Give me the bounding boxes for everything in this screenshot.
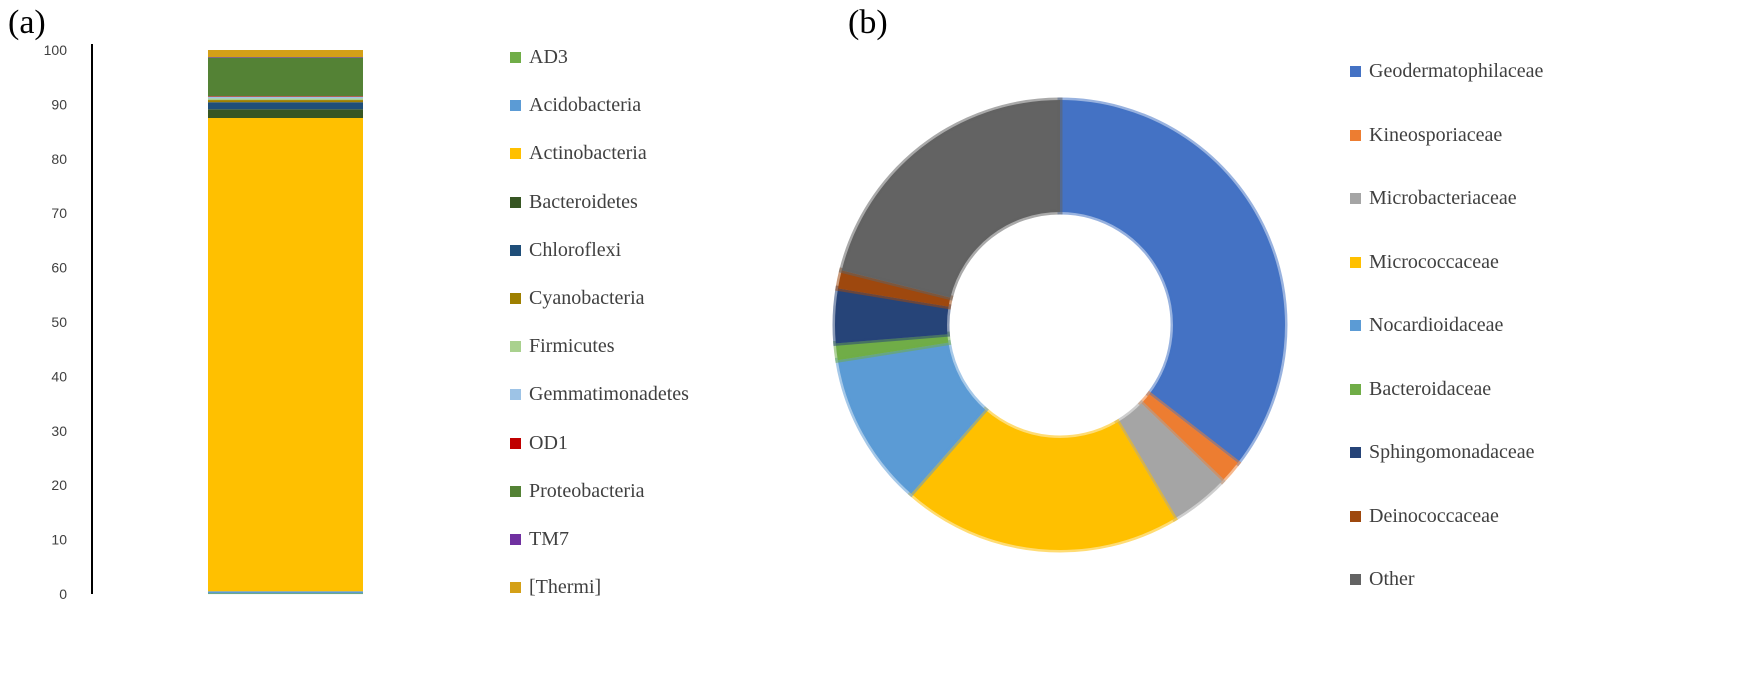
legend-item: Chloroflexi bbox=[510, 239, 621, 262]
legend-item: [Thermi] bbox=[510, 576, 601, 599]
y-tick-label: 20 bbox=[51, 477, 67, 493]
legend-label: Micrococcaceae bbox=[1369, 250, 1499, 273]
legend-label: Sphingomonadaceae bbox=[1369, 441, 1535, 463]
legend-item: Firmicutes bbox=[510, 335, 615, 358]
legend-item: Cyanobacteria bbox=[510, 287, 645, 310]
panel-b-label: (b) bbox=[848, 4, 888, 41]
legend-label: TM7 bbox=[529, 528, 569, 550]
legend-item: Deinococcaceae bbox=[1350, 505, 1499, 528]
legend-label: Proteobacteria bbox=[529, 479, 645, 502]
y-tick-label: 50 bbox=[51, 314, 67, 330]
legend-label: Bacteroidetes bbox=[529, 190, 638, 213]
bar-segment bbox=[208, 102, 363, 110]
legend-swatch bbox=[510, 100, 521, 112]
legend-swatch bbox=[510, 582, 521, 594]
legend-item: Acidobacteria bbox=[510, 94, 641, 117]
bar-segment bbox=[208, 98, 363, 101]
legend-swatch bbox=[1350, 574, 1361, 585]
legend-item: Bacteroidaceae bbox=[1350, 378, 1491, 401]
legend-item: OD1 bbox=[510, 432, 568, 455]
y-tick-label: 60 bbox=[51, 260, 67, 276]
legend-label: Gemmatimonadetes bbox=[529, 383, 689, 406]
legend-swatch bbox=[1350, 129, 1361, 141]
legend-item: Kineosporiaceae bbox=[1350, 124, 1502, 147]
legend-label: AD3 bbox=[529, 46, 568, 68]
legend-label: Cyanobacteria bbox=[529, 287, 645, 309]
legend-label: Microbacteriaceae bbox=[1369, 187, 1517, 209]
legend-swatch bbox=[510, 52, 521, 63]
legend-swatch bbox=[510, 244, 521, 256]
legend-swatch bbox=[510, 437, 521, 449]
legend-swatch bbox=[510, 196, 521, 208]
legend-swatch bbox=[1350, 66, 1361, 77]
legend-item: Geodermatophilaceae bbox=[1350, 60, 1543, 83]
y-tick-label: 0 bbox=[59, 586, 67, 602]
legend-label: Bacteroidaceae bbox=[1369, 377, 1492, 400]
legend-swatch bbox=[1350, 193, 1361, 204]
legend-item: Sphingomonadaceae bbox=[1350, 441, 1535, 464]
y-tick-label: 30 bbox=[51, 423, 67, 439]
y-tick-label: 40 bbox=[51, 368, 67, 384]
bar-segment bbox=[208, 96, 363, 97]
donut-slice bbox=[907, 406, 1178, 553]
y-tick-label: 100 bbox=[44, 42, 68, 58]
bar-segment bbox=[208, 593, 363, 595]
legend-item: Proteobacteria bbox=[510, 480, 645, 503]
legend-swatch bbox=[510, 534, 521, 545]
legend-label: OD1 bbox=[529, 431, 568, 454]
legend-swatch bbox=[510, 148, 521, 160]
y-tick-label: 70 bbox=[51, 205, 67, 221]
legend-item: Actinobacteria bbox=[510, 142, 647, 165]
legend-item: Micrococcaceae bbox=[1350, 251, 1499, 274]
legend-swatch bbox=[1350, 256, 1361, 268]
y-tick-label: 80 bbox=[51, 151, 67, 167]
donut-chart bbox=[832, 97, 1288, 553]
legend-item: Microbacteriaceae bbox=[1350, 187, 1517, 210]
legend-swatch bbox=[510, 389, 521, 401]
legend-label: Chloroflexi bbox=[529, 238, 622, 261]
legend-label: [Thermi] bbox=[529, 576, 602, 599]
bar-segment bbox=[208, 100, 363, 103]
bar-segment bbox=[208, 57, 363, 58]
y-tick-label: 90 bbox=[51, 96, 67, 112]
legend-swatch bbox=[510, 293, 521, 304]
bar-segment bbox=[208, 118, 363, 592]
legend-label: Geodermatophilaceae bbox=[1369, 60, 1544, 82]
donut-slice bbox=[1057, 97, 1288, 467]
legend-label: Actinobacteria bbox=[529, 142, 647, 165]
legend-swatch bbox=[510, 485, 521, 497]
legend-label: Other bbox=[1369, 568, 1415, 590]
bar-segment bbox=[208, 591, 363, 594]
legend-label: Nocardioidaceae bbox=[1369, 314, 1504, 336]
legend-label: Kineosporiaceae bbox=[1369, 123, 1503, 146]
y-tick-label: 10 bbox=[51, 532, 67, 548]
legend-label: Firmicutes bbox=[529, 335, 615, 358]
legend-item: TM7 bbox=[510, 528, 569, 551]
legend-item: AD3 bbox=[510, 46, 568, 69]
legend-swatch bbox=[1350, 383, 1361, 395]
legend-label: Deinococcaceae bbox=[1369, 504, 1499, 527]
legend-swatch bbox=[1350, 320, 1361, 331]
legend-item: Bacteroidetes bbox=[510, 191, 638, 214]
legend-item: Gemmatimonadetes bbox=[510, 383, 689, 406]
legend-label: Acidobacteria bbox=[529, 94, 642, 117]
bar-segment bbox=[208, 96, 363, 99]
legend-item: Other bbox=[1350, 568, 1415, 591]
panel-a-label: (a) bbox=[8, 4, 46, 41]
bar-segment bbox=[208, 57, 363, 97]
legend-item: Nocardioidaceae bbox=[1350, 314, 1503, 337]
bar-segment bbox=[208, 50, 363, 58]
legend-swatch bbox=[1350, 510, 1361, 522]
bar-segment bbox=[208, 109, 363, 118]
legend-swatch bbox=[510, 341, 521, 353]
stacked-bar-chart: 0 10 20 30 40 50 60 70 80 90 100 bbox=[44, 42, 363, 602]
donut-slice bbox=[838, 97, 1063, 301]
legend-swatch bbox=[1350, 447, 1361, 458]
